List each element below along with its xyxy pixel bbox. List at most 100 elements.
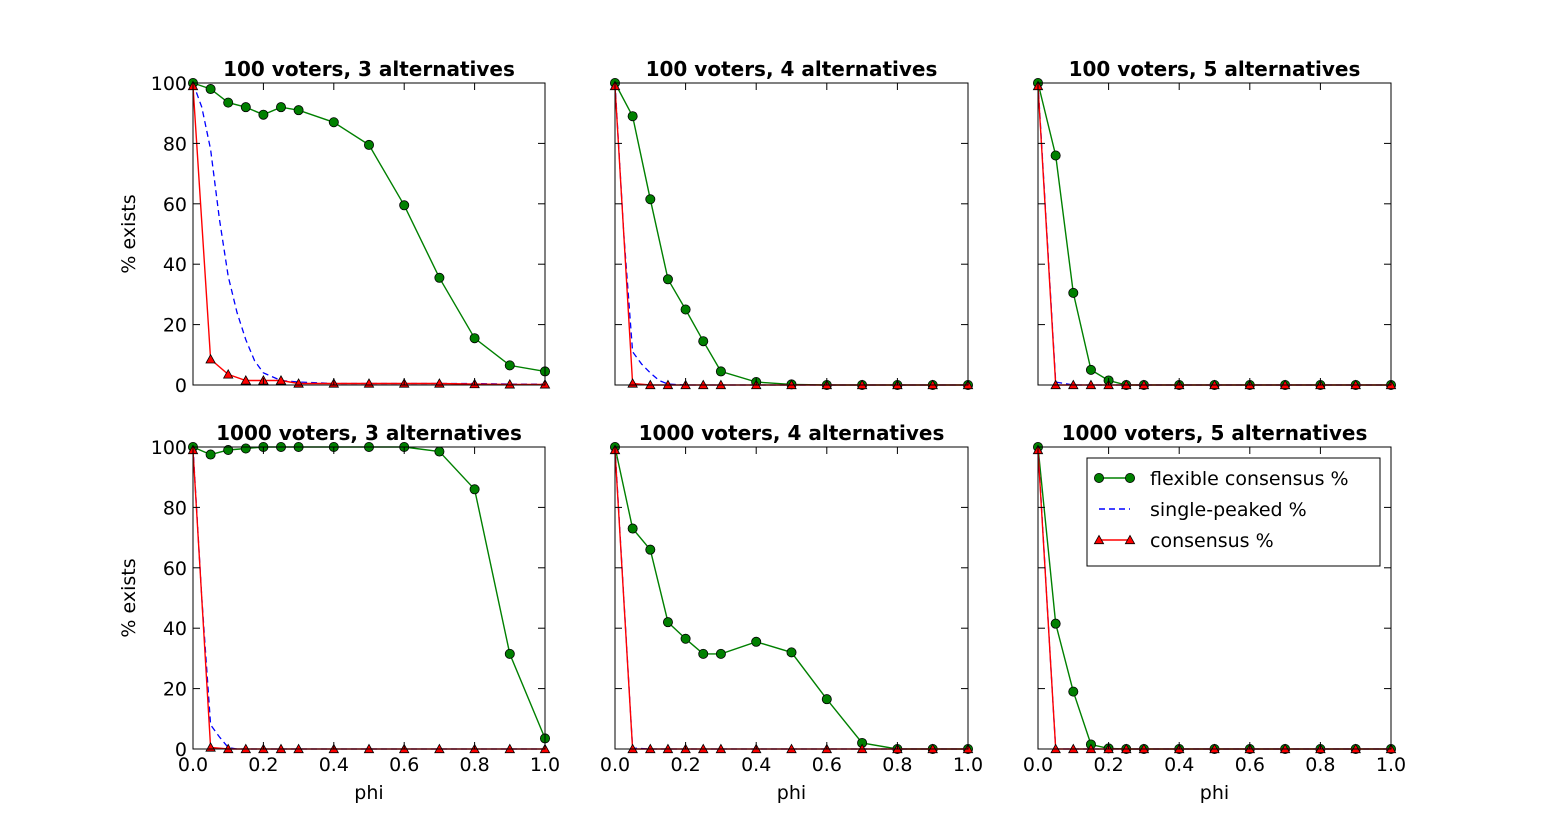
data-point xyxy=(751,636,762,647)
series-consensus xyxy=(609,444,974,754)
series-flexible-consensus xyxy=(1033,78,1397,390)
series-single-peaked xyxy=(614,446,968,750)
data-point xyxy=(434,272,445,283)
y-tick-label: 0 xyxy=(175,739,187,761)
series-single-peaked xyxy=(192,82,545,385)
series-line xyxy=(1037,82,1391,386)
data-point xyxy=(645,194,656,205)
series-flexible-consensus xyxy=(187,441,551,744)
data-point xyxy=(293,105,304,116)
data-point xyxy=(240,443,251,454)
subplot-2: 100 voters, 4 alternatives xyxy=(609,57,974,390)
data-point xyxy=(786,647,797,658)
data-point xyxy=(205,353,216,364)
series-line xyxy=(192,449,545,750)
data-point xyxy=(715,648,726,659)
data-point xyxy=(222,369,234,379)
data-point xyxy=(240,375,252,385)
data-point xyxy=(399,200,410,211)
legend-marker xyxy=(1124,534,1136,545)
y-axis-label: % exists xyxy=(118,558,140,637)
data-point xyxy=(205,84,216,95)
data-point xyxy=(627,111,638,122)
y-tick-label: 20 xyxy=(163,679,187,701)
axes-frame xyxy=(614,82,969,386)
plot-area xyxy=(1032,78,1397,390)
data-point xyxy=(1068,287,1079,298)
axes-frame xyxy=(192,82,546,386)
y-tick-label: 40 xyxy=(163,618,187,640)
data-point xyxy=(1068,686,1079,697)
data-point xyxy=(662,274,673,285)
x-axis-label: phi xyxy=(1200,782,1229,804)
y-tick-label: 80 xyxy=(163,497,187,519)
data-point xyxy=(645,544,656,555)
series-line xyxy=(614,82,968,386)
data-point xyxy=(1085,364,1096,375)
legend-marker xyxy=(1093,534,1105,545)
series-line xyxy=(1037,85,1391,386)
data-point xyxy=(258,109,269,120)
data-point xyxy=(363,139,374,150)
series-consensus xyxy=(609,80,974,390)
x-tick-label: 0.8 xyxy=(882,754,912,776)
x-tick-label: 0.4 xyxy=(741,754,771,776)
series-line xyxy=(614,449,968,750)
series-single-peaked xyxy=(614,82,968,386)
series-line xyxy=(192,446,545,750)
x-tick-label: 0.0 xyxy=(600,754,630,776)
data-point xyxy=(223,97,234,108)
subplot-title: 1000 voters, 3 alternatives xyxy=(216,421,522,445)
y-tick-label: 60 xyxy=(163,194,187,216)
data-point xyxy=(627,523,638,534)
x-tick-label: 0.0 xyxy=(1023,754,1053,776)
y-tick-label: 20 xyxy=(163,315,187,337)
data-point xyxy=(698,336,709,347)
y-tick-label: 100 xyxy=(151,437,187,459)
series-line xyxy=(614,85,968,386)
x-tick-label: 1.0 xyxy=(1376,754,1406,776)
data-point xyxy=(328,117,339,128)
legend-label: flexible consensus % xyxy=(1150,468,1349,490)
y-tick-label: 80 xyxy=(163,133,187,155)
data-point xyxy=(1050,618,1061,629)
plot-area xyxy=(609,78,974,390)
data-point xyxy=(223,445,234,456)
legend-box xyxy=(1086,457,1381,567)
plot-area xyxy=(609,441,974,755)
data-point xyxy=(504,360,515,371)
x-tick-label: 0.4 xyxy=(1164,754,1194,776)
subplot-title: 1000 voters, 5 alternatives xyxy=(1062,421,1368,445)
data-point xyxy=(275,375,287,385)
y-tick-label: 0 xyxy=(175,375,187,397)
series-line xyxy=(614,446,968,750)
data-point xyxy=(698,648,709,659)
data-point xyxy=(715,366,726,377)
series-single-peaked xyxy=(192,446,545,750)
series-line xyxy=(192,446,546,739)
data-point xyxy=(627,378,638,388)
data-point xyxy=(240,102,251,113)
axes-frame xyxy=(614,446,969,750)
subplot-4: 1000 voters, 3 alternatives 0.0 0.2 0.4 0.6 0… xyxy=(118,421,560,804)
x-tick-label: 0.4 xyxy=(319,754,349,776)
subplot-1: 100 voters, 3 alternatives 0 20 40 60 80 100 % … xyxy=(118,57,551,397)
data-point xyxy=(504,648,515,659)
x-tick-label: 0.6 xyxy=(1235,754,1265,776)
data-point xyxy=(205,742,216,752)
x-axis-label: phi xyxy=(354,782,383,804)
series-line xyxy=(192,82,546,373)
data-point xyxy=(662,617,673,628)
axes-frame xyxy=(1037,446,1392,750)
data-point xyxy=(821,694,832,705)
plot-area xyxy=(187,441,551,754)
x-tick-label: 0.0 xyxy=(178,754,208,776)
x-tick-label: 0.8 xyxy=(459,754,489,776)
axes-frame xyxy=(1037,82,1392,386)
subplot-6: 1000 voters, 5 alternatives 0.0 0.2 0.4 0.6 0… xyxy=(1023,421,1406,804)
subplot-title: 1000 voters, 4 alternatives xyxy=(639,421,945,445)
data-point xyxy=(680,633,691,644)
legend-marker xyxy=(1125,472,1136,483)
series-flexible-consensus xyxy=(610,78,974,390)
